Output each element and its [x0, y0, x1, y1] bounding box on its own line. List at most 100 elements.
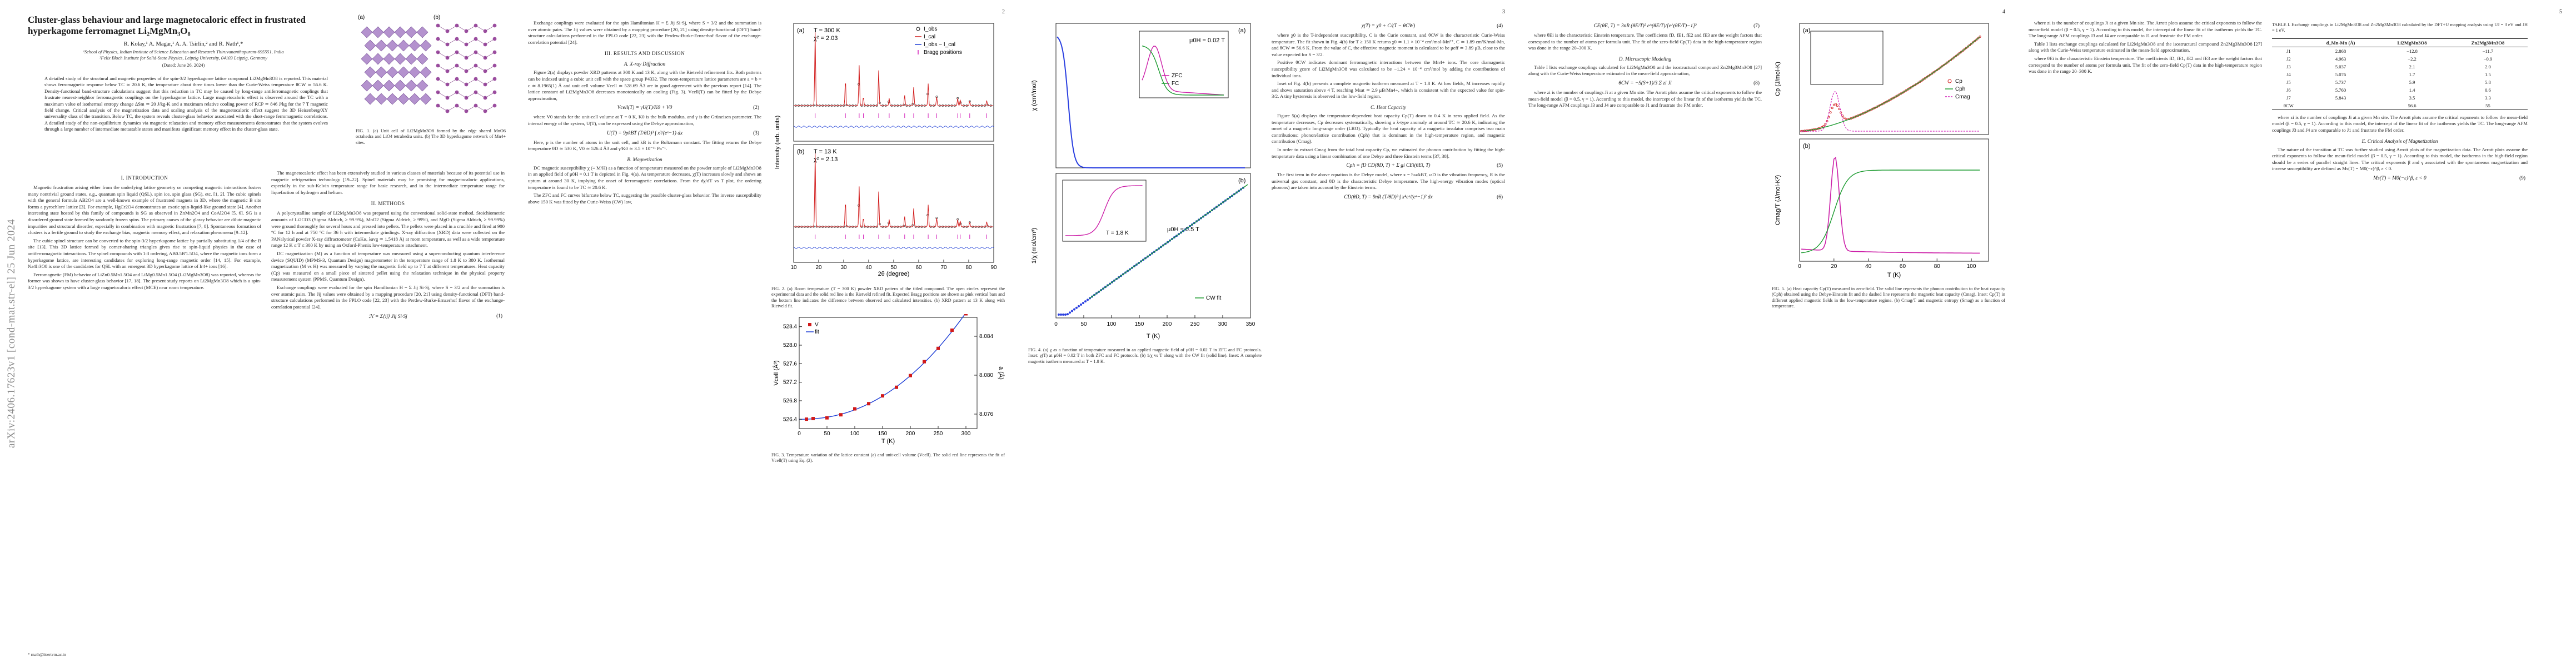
y-tick-label: 528.0 — [783, 342, 797, 349]
section-heading-results: III. RESULTS AND DISCUSSION — [528, 51, 761, 57]
mno6-octahedron — [372, 80, 383, 91]
fig2-panel-b-temp: T = 13 K — [814, 148, 837, 155]
page-5-right-column: TABLE I. Exchange couplings in Li2MgMn3O… — [2272, 20, 2528, 654]
equation-4-text: χ(T) = χ0 + C/(T − θCW) — [1362, 23, 1415, 29]
y-tick-label: 528.4 — [783, 323, 797, 330]
inv-chi-point — [1075, 307, 1078, 309]
equation-8-number: (8) — [1753, 81, 1760, 86]
fig2-panel-a-chi2: χ² = 2.03 — [814, 35, 838, 42]
x-tick-label: 250 — [1190, 321, 1200, 327]
page-4-left-column: CE(θE, T) = 3nR (θE/T)² e^(θE/T)/[e^(θE/… — [1528, 20, 1762, 654]
affiliation-2: ²Felix Bloch Institute for Solid-State P… — [28, 55, 339, 61]
figure-4: (a) (b) μ0H = 0.02 T ZFC FC T = 1.8 K μ0… — [1028, 20, 1262, 365]
equation-2-number: (2) — [753, 105, 759, 111]
table-header: Zn2Mg3Mn3O8 — [2448, 38, 2528, 47]
intro-paragraph-2: The cubic spinel structure can be conver… — [28, 238, 261, 270]
table-cell: 5.737 — [2305, 78, 2376, 86]
inv-chi-point — [1064, 313, 1067, 316]
table-cell: 3.5 — [2376, 94, 2448, 102]
fig2-legend-diff: I_obs − I_cal — [924, 42, 955, 48]
fig2-xlabel: 2θ (degree) — [878, 271, 910, 277]
table-cell: 2.0 — [2448, 63, 2528, 71]
vcell-point — [881, 394, 884, 397]
xrd-diff-line — [794, 126, 994, 128]
x-tick-label: 50 — [890, 265, 897, 271]
x-tick-label: 50 — [824, 431, 830, 437]
fig3-xlabel: T (K) — [881, 438, 895, 445]
equation-2: Vcell(T) = γU(T)/K0 + V0 (2) — [528, 105, 761, 111]
fig4-ylabel-a: χ (cm³/mol) — [1031, 80, 1038, 111]
equation-6: CD(θD, T) = 9nR (T/θD)³ ∫ x⁴eˣ/(eˣ−1)² d… — [1272, 195, 1505, 200]
micro-paragraph-1-cont: Table I lists exchange couplings calcula… — [2029, 41, 2262, 54]
table-cell: J4 — [2272, 71, 2305, 78]
table-cell: 1.5 — [2448, 71, 2528, 78]
equation-8: θCW = −S(S+1)/3 Σ zi Ji (8) — [1528, 81, 1762, 86]
x-tick-label: 150 — [878, 431, 888, 437]
mno6-octahedron — [406, 53, 417, 64]
x-tick-label: 300 — [1218, 321, 1228, 327]
mag-paragraph-1: DC magnetic susceptibility χ (≡ M/H) as … — [528, 165, 761, 191]
figure-2-caption: FIG. 2. (a) Room temperature (T = 300 K)… — [771, 286, 1005, 310]
equation-1: ℋ = Σ⟨ij⟩ Jij Si·Sj (1) — [271, 313, 505, 320]
vcell-point — [853, 407, 856, 410]
fig4-legend-cw: CW fit — [1206, 295, 1221, 301]
equation-1-number: (1) — [496, 313, 502, 319]
fig5-ylabel-a: Cp (J/mol-K) — [1775, 62, 1781, 96]
equation-6-text: CD(θD, T) = 9nR (T/θD)³ ∫ x⁴eˣ/(eˣ−1)² d… — [1344, 195, 1432, 200]
fig4-ylabel-b: 1/χ (mol/cm³) — [1031, 228, 1038, 263]
table-cell: J5 — [2272, 78, 2305, 86]
x-tick-label: 100 — [1107, 321, 1117, 327]
methods-paragraph-3: Exchange couplings were evaluated for th… — [271, 285, 505, 310]
cmag-over-t-line — [1801, 158, 1980, 253]
table-cell: 5.9 — [2376, 78, 2448, 86]
figure-2: (a) T = 300 K χ² = 2.03 (b) T = 13 K χ² … — [771, 20, 1005, 310]
page-2: 2 Exchange couplings were evaluated for … — [522, 9, 1010, 659]
equation-3-number: (3) — [753, 131, 759, 136]
table-1: d_Mn-Mn (Å) Li2MgMn3O8 Zn2Mg3Mn3O8 J1 2.8… — [2272, 38, 2528, 110]
fig3-legend-fit: fit — [815, 329, 819, 335]
figure-3-caption: FIG. 3. Temperature variation of the lat… — [771, 452, 1005, 464]
mno6-octahedron — [361, 27, 372, 38]
cp-point — [1836, 105, 1838, 107]
smag-line — [1801, 170, 1980, 253]
x-tick-label: 200 — [1163, 321, 1172, 327]
inv-chi-point — [1078, 305, 1080, 307]
x-tick-label: 250 — [934, 431, 943, 437]
micro-paragraph-2-b: where zi is the number of couplings Ji a… — [2272, 115, 2528, 134]
methods-paragraph-2: DC magnetization (M) as a function of te… — [271, 251, 505, 283]
table-cell: −2.2 — [2376, 55, 2448, 63]
mno6-octahedron — [387, 67, 398, 78]
fig5-legend: Cp Cph Cmag — [1945, 78, 1970, 100]
equation-9: Ms(T) = M0(−ε)^β, ε < 0 (9) — [2272, 176, 2528, 181]
x-tick-label: 0 — [1798, 263, 1801, 270]
equation-5-text: Cph = fD CD(θD, T) + Σ gi CEi(θEi, T) — [1346, 163, 1430, 168]
table-row: J3 5.037 2.1 2.0 — [2272, 63, 2528, 71]
figure-1-caption: FIG. 1. (a) Unit cell of Li2MgMn3O8 form… — [356, 128, 506, 146]
x-tick-label: 150 — [1135, 321, 1144, 327]
x-tick-label: 300 — [961, 431, 971, 437]
table-cell — [2305, 102, 2376, 110]
intro-paragraph-4: The magnetocaloric effect has been exten… — [271, 170, 505, 196]
equation-9-text: Ms(T) = M0(−ε)^β, ε < 0 — [2373, 176, 2426, 181]
fig2-panel-a-label: (a) — [797, 27, 804, 34]
page-3: 3 (a) (b) μ0H = 0.02 T ZFC FC T = 1.8 K … — [1023, 9, 1511, 659]
mag-paragraph-5: Inset of Fig. 4(b) presents a complete m… — [1272, 81, 1505, 100]
table-cell: J2 — [2272, 55, 2305, 63]
table-cell: 56.6 — [2376, 102, 2448, 110]
inv-chi-point — [1060, 313, 1062, 316]
page-2-left-column: Exchange couplings were evaluated for th… — [528, 20, 761, 654]
paper-authors: R. Kolay,¹ A. Magar,¹ A. A. Tsirlin,² an… — [28, 41, 339, 47]
table-1-caption: TABLE I. Exchange couplings in Li2MgMn3O… — [2272, 22, 2528, 34]
y-tick-label: 526.4 — [783, 416, 797, 422]
intro-paragraph-3: Ferromagnetic (FM) behavior of LiZn0.5Mn… — [28, 272, 261, 291]
mno6-octahedron — [420, 40, 431, 51]
table-cell: 2.868 — [2305, 47, 2376, 55]
table-cell: 3.3 — [2448, 94, 2528, 102]
fig4-inset-b-temp: T = 1.8 K — [1106, 230, 1129, 236]
equation-7: CE(θE, T) = 3nR (θE/T)² e^(θE/T)/[e^(θE/… — [1528, 23, 1762, 29]
x-tick-label: 100 — [1967, 263, 1976, 270]
x-tick-label: 30 — [840, 265, 847, 271]
mno6-octahedron — [365, 93, 376, 104]
vcell-point — [867, 402, 870, 405]
svg-text:(b): (b) — [434, 14, 440, 21]
